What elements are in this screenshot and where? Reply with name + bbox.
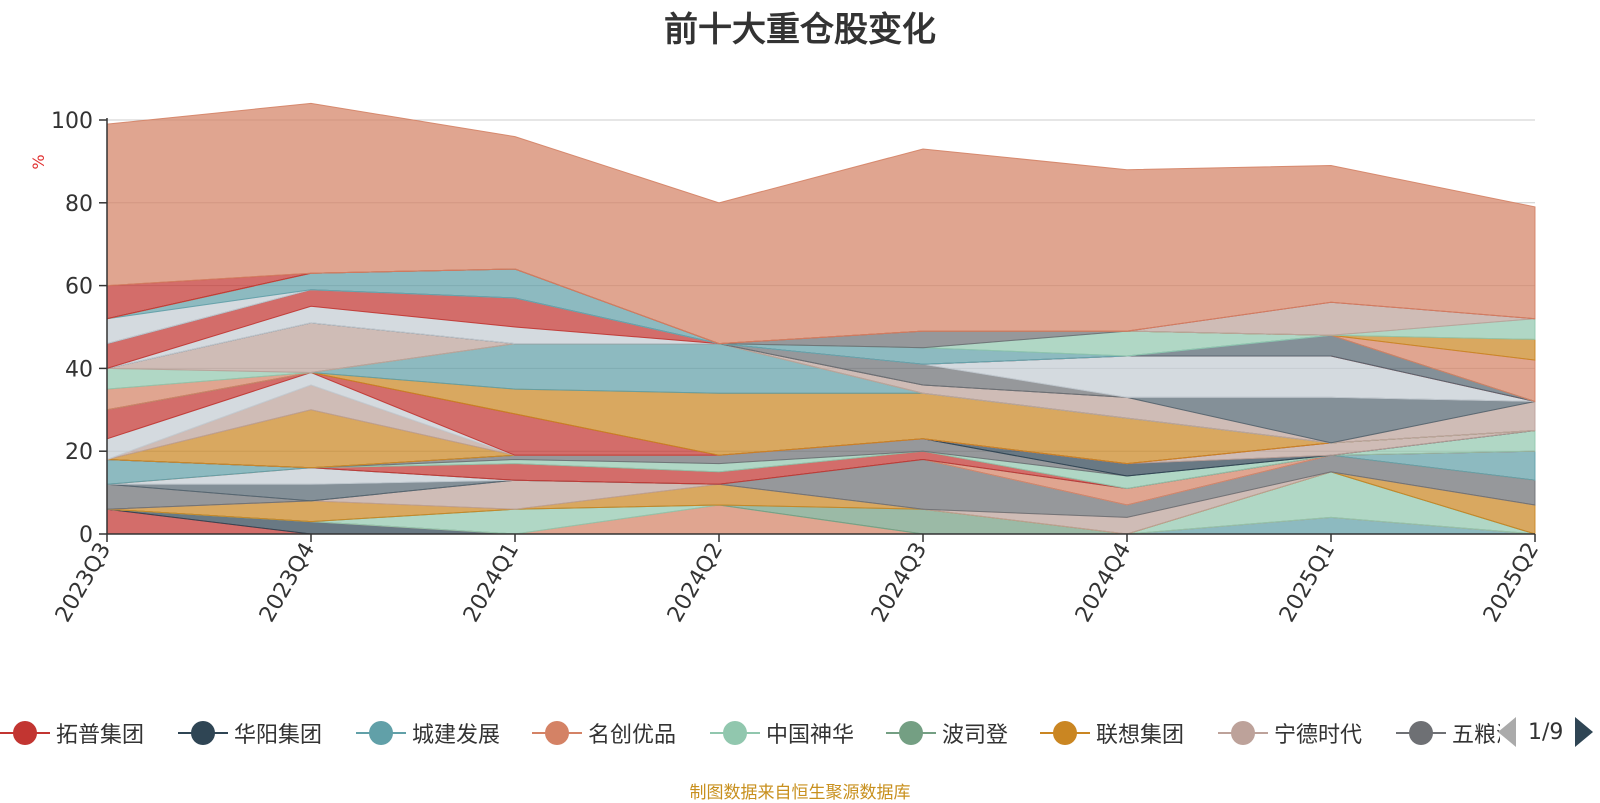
pager-next-icon[interactable] [1575, 717, 1594, 747]
legend: 拓普集团 华阳集团 城建发展 名创优品 中国神华 波司登 联想集团 宁德时代 五粮液 [0, 713, 1500, 753]
x-tick-label: 2023Q3 [51, 539, 116, 627]
legend-swatch-icon [1396, 719, 1446, 747]
y-tick-label: 0 [79, 523, 93, 548]
legend-label: 中国神华 [766, 723, 855, 748]
legend-swatch-icon [532, 719, 582, 747]
legend-label: 华阳集团 [234, 723, 323, 748]
legend-swatch-icon [1040, 719, 1090, 747]
legend-label: 城建发展 [412, 723, 501, 748]
legend-swatch-icon [0, 719, 50, 747]
stream-area-41 [106, 102, 1536, 345]
chart: 0 20 40 60 80 100% 2023Q3 2023Q4 2024Q1 2024Q2 202… [29, 102, 1544, 627]
legend-swatch-icon [886, 719, 936, 747]
x-tick-label: 2024Q2 [663, 539, 728, 627]
x-tick-label: 2024Q4 [1071, 539, 1136, 627]
x-tick-label: 2023Q4 [255, 539, 320, 627]
stream-areas [106, 102, 1536, 535]
y-tick-label: 80 [65, 192, 93, 217]
legend-swatch-icon [1218, 719, 1268, 747]
pager-prev-icon[interactable] [1498, 717, 1516, 747]
legend-swatch-icon [178, 719, 228, 747]
pager-text: 1/9 [1528, 719, 1564, 745]
legend-item[interactable]: 联想集团 [1040, 713, 1184, 753]
chart-title: 前十大重仓股变化 [664, 10, 936, 50]
legend-label: 拓普集团 [56, 723, 145, 748]
legend-label: 联想集团 [1096, 723, 1185, 748]
legend-item[interactable]: 华阳集团 [178, 713, 322, 753]
y-tick-label: 20 [65, 440, 93, 465]
legend-item[interactable]: 波司登 [886, 713, 1008, 753]
x-tick-label: 2025Q1 [1275, 539, 1340, 627]
y-tick-label: 40 [65, 357, 93, 382]
legend-pager: 1/9 [1498, 712, 1594, 752]
legend-item[interactable]: 拓普集团 [0, 713, 144, 753]
x-tick-label: 2025Q2 [1479, 539, 1544, 627]
legend-swatch-icon [356, 719, 406, 747]
source-note: 制图数据来自恒生聚源数据库 [689, 783, 911, 803]
legend-label: 波司登 [942, 723, 1009, 748]
y-axis-label: % [29, 154, 48, 169]
x-tick-label: 2024Q3 [867, 539, 932, 627]
legend-item[interactable]: 中国神华 [710, 713, 854, 753]
legend-item[interactable]: 城建发展 [356, 713, 500, 753]
y-tick-label: 100 [51, 109, 93, 134]
x-tick-label: 2024Q1 [459, 539, 524, 627]
y-tick-label: 60 [65, 275, 93, 300]
legend-swatch-icon [710, 719, 760, 747]
legend-label: 五粮液 [1452, 723, 1500, 748]
legend-item[interactable]: 五粮液 [1396, 713, 1500, 753]
legend-item[interactable]: 宁德时代 [1218, 713, 1362, 753]
legend-label: 宁德时代 [1274, 723, 1363, 748]
legend-label: 名创优品 [588, 723, 677, 748]
legend-item[interactable]: 名创优品 [532, 713, 676, 753]
